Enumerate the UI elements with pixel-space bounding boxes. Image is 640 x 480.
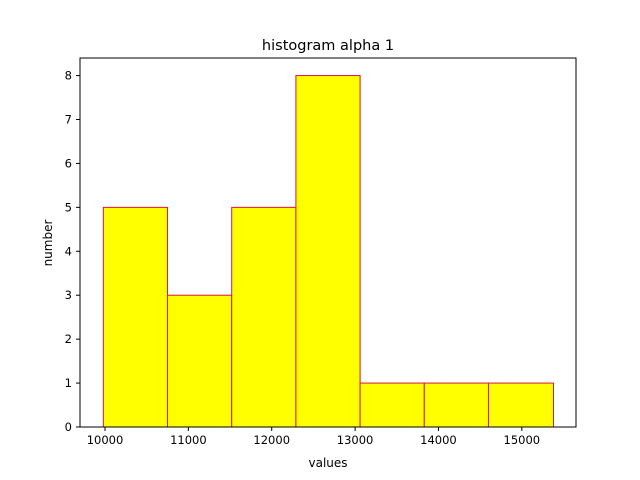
histogram-bar-6: [423, 382, 489, 428]
x-ticks-group: 10000 11000 12000 13000 14000 15000: [87, 427, 540, 447]
x-tick-label: 15000: [504, 433, 541, 447]
bars-group: [102, 75, 554, 428]
histogram-bar-3: [231, 206, 297, 428]
y-ticks-group: 0 1 2 3 4 5 6 7 8: [65, 69, 80, 434]
x-axis-label: values: [308, 456, 347, 470]
y-tick-label: 8: [65, 69, 72, 83]
x-tick-label: 10000: [87, 433, 124, 447]
axes-frame: [79, 57, 577, 428]
histogram-bar-2: [167, 294, 233, 428]
chart-title: histogram alpha 1: [262, 38, 394, 54]
x-tick-label: 14000: [420, 433, 457, 447]
y-tick-label: 0: [65, 420, 72, 434]
y-tick-label: 5: [65, 200, 72, 214]
y-tick-label: 7: [65, 113, 72, 127]
histogram-bar-5: [359, 382, 425, 428]
x-tick-label: 13000: [337, 433, 374, 447]
histogram-bar-4: [295, 75, 361, 428]
histogram-bar-1: [102, 206, 169, 428]
histogram-bar-7: [487, 382, 554, 428]
y-tick-label: 4: [65, 244, 72, 258]
y-tick-label: 1: [65, 376, 72, 390]
x-tick-label: 12000: [253, 433, 290, 447]
y-tick-label: 6: [65, 156, 72, 170]
x-tick-label: 11000: [170, 433, 207, 447]
y-tick-label: 2: [65, 332, 72, 346]
y-tick-label: 3: [65, 288, 72, 302]
y-axis-label: number: [41, 220, 55, 267]
